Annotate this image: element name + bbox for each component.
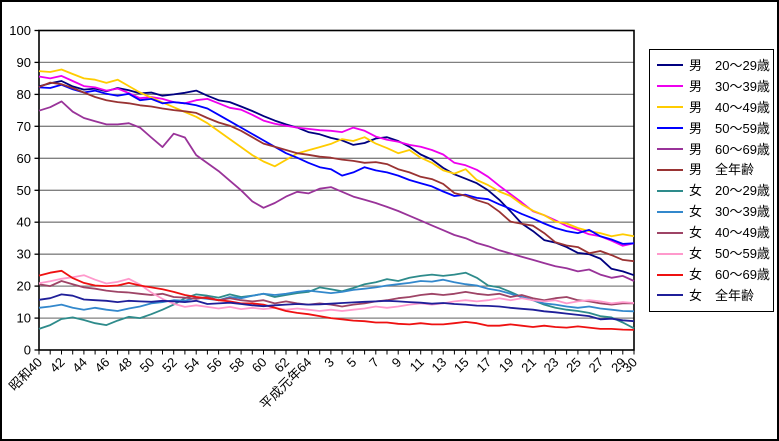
y-tick-label: 0 — [24, 343, 31, 358]
x-tick-label: 52 — [159, 355, 180, 376]
legend-label-m40-49: 男 40〜49歳 — [689, 99, 770, 115]
legend-swatch-m50-59 — [657, 127, 683, 130]
y-tick-label: 20 — [17, 279, 31, 294]
x-tick-label: 7 — [366, 355, 382, 371]
x-tick-label: 58 — [226, 355, 247, 376]
y-tick-label: 90 — [17, 55, 31, 70]
legend-swatch-f50-59 — [657, 252, 683, 255]
legend-label-f-all: 女 全年齢 — [689, 287, 755, 303]
y-tick-label: 10 — [17, 311, 31, 326]
x-tick-label: 13 — [428, 355, 449, 376]
x-tick-label: 48 — [114, 355, 135, 376]
legend-label-m20-29: 男 20〜29歳 — [689, 57, 770, 73]
legend: 男 20〜29歳男 30〜39歳男 40〜49歳男 50〜59歳男 60〜69歳… — [649, 49, 774, 312]
legend-label-f30-39: 女 30〜39歳 — [689, 204, 770, 220]
legend-item-m20-29: 男 20〜29歳 — [657, 59, 771, 72]
legend-swatch-m-all — [657, 168, 683, 171]
series-line-f50-59 — [38, 274, 635, 312]
x-tick-label: 30 — [619, 355, 640, 376]
legend-item-m40-49: 男 40〜49歳 — [657, 101, 771, 114]
x-tick-label: 23 — [541, 355, 562, 376]
x-tick-label: 44 — [69, 355, 90, 376]
x-tick-label: 5 — [344, 355, 360, 371]
x-tick-label: 46 — [92, 355, 113, 376]
series-line-f-all — [38, 293, 635, 323]
series-line-f60-69 — [38, 269, 635, 331]
x-tick-label: 昭和40 — [6, 355, 45, 394]
legend-swatch-f30-39 — [657, 210, 683, 213]
legend-item-f50-59: 女 50〜59歳 — [657, 247, 771, 260]
legend-label-m30-39: 男 30〜39歳 — [689, 78, 770, 94]
legend-item-f20-29: 女 20〜29歳 — [657, 184, 771, 197]
legend-label-f50-59: 女 50〜59歳 — [689, 246, 770, 262]
legend-label-m-all: 男 全年齢 — [689, 162, 755, 178]
x-tick-label: 9 — [389, 355, 405, 371]
x-tick-label: 21 — [518, 355, 539, 376]
x-tick-label: 19 — [496, 355, 517, 376]
series-line-f40-49 — [38, 280, 634, 308]
x-tick-label: 56 — [204, 355, 225, 376]
legend-swatch-m40-49 — [657, 106, 683, 109]
x-tick-label: 11 — [407, 355, 427, 375]
legend-label-f20-29: 女 20〜29歳 — [689, 183, 770, 199]
y-tick-label: 50 — [17, 183, 31, 198]
legend-item-f60-69: 女 60〜69歳 — [657, 268, 771, 281]
x-tick-label: 60 — [249, 355, 270, 376]
series-line-m60-69 — [38, 100, 635, 282]
y-tick-label: 60 — [17, 151, 31, 166]
legend-item-m-all: 男 全年齢 — [657, 163, 771, 176]
x-tick-label: 42 — [47, 355, 68, 376]
x-tick-label: 17 — [473, 355, 494, 376]
series-line-m30-39 — [38, 75, 635, 247]
x-tick-label: 50 — [137, 355, 158, 376]
x-tick-label: 27 — [586, 355, 607, 376]
x-tick-label: 15 — [451, 355, 472, 376]
legend-swatch-m60-69 — [657, 148, 683, 151]
x-tick-label: 25 — [563, 355, 584, 376]
y-tick-label: 70 — [17, 119, 31, 134]
series-line-m-all — [38, 81, 635, 263]
y-tick-label: 30 — [17, 247, 31, 262]
x-tick-label: 54 — [181, 355, 202, 376]
legend-label-f40-49: 女 40〜49歳 — [689, 225, 770, 241]
legend-item-m50-59: 男 50〜59歳 — [657, 122, 771, 135]
legend-swatch-f40-49 — [657, 231, 683, 234]
legend-swatch-m30-39 — [657, 85, 683, 88]
legend-item-f30-39: 女 30〜39歳 — [657, 205, 771, 218]
series-line-m40-49 — [38, 68, 635, 238]
legend-swatch-f20-29 — [657, 189, 683, 192]
series-line-f30-39 — [38, 278, 635, 313]
legend-swatch-f60-69 — [657, 273, 683, 276]
y-tick-label: 80 — [17, 87, 31, 102]
legend-label-f60-69: 女 60〜69歳 — [689, 267, 770, 283]
legend-swatch-f-all — [657, 294, 683, 297]
y-tick-label: 40 — [17, 215, 31, 230]
series-line-m50-59 — [38, 83, 635, 245]
y-tick-label: 100 — [9, 23, 31, 38]
legend-item-m30-39: 男 30〜39歳 — [657, 80, 771, 93]
x-tick-label: 3 — [321, 355, 337, 371]
legend-swatch-m20-29 — [657, 64, 683, 67]
legend-label-m50-59: 男 50〜59歳 — [689, 120, 770, 136]
legend-item-f40-49: 女 40〜49歳 — [657, 226, 771, 239]
legend-item-m60-69: 男 60〜69歳 — [657, 143, 771, 156]
legend-label-m60-69: 男 60〜69歳 — [689, 141, 770, 157]
series-line-m20-29 — [38, 80, 635, 277]
legend-item-f-all: 女 全年齢 — [657, 289, 771, 302]
